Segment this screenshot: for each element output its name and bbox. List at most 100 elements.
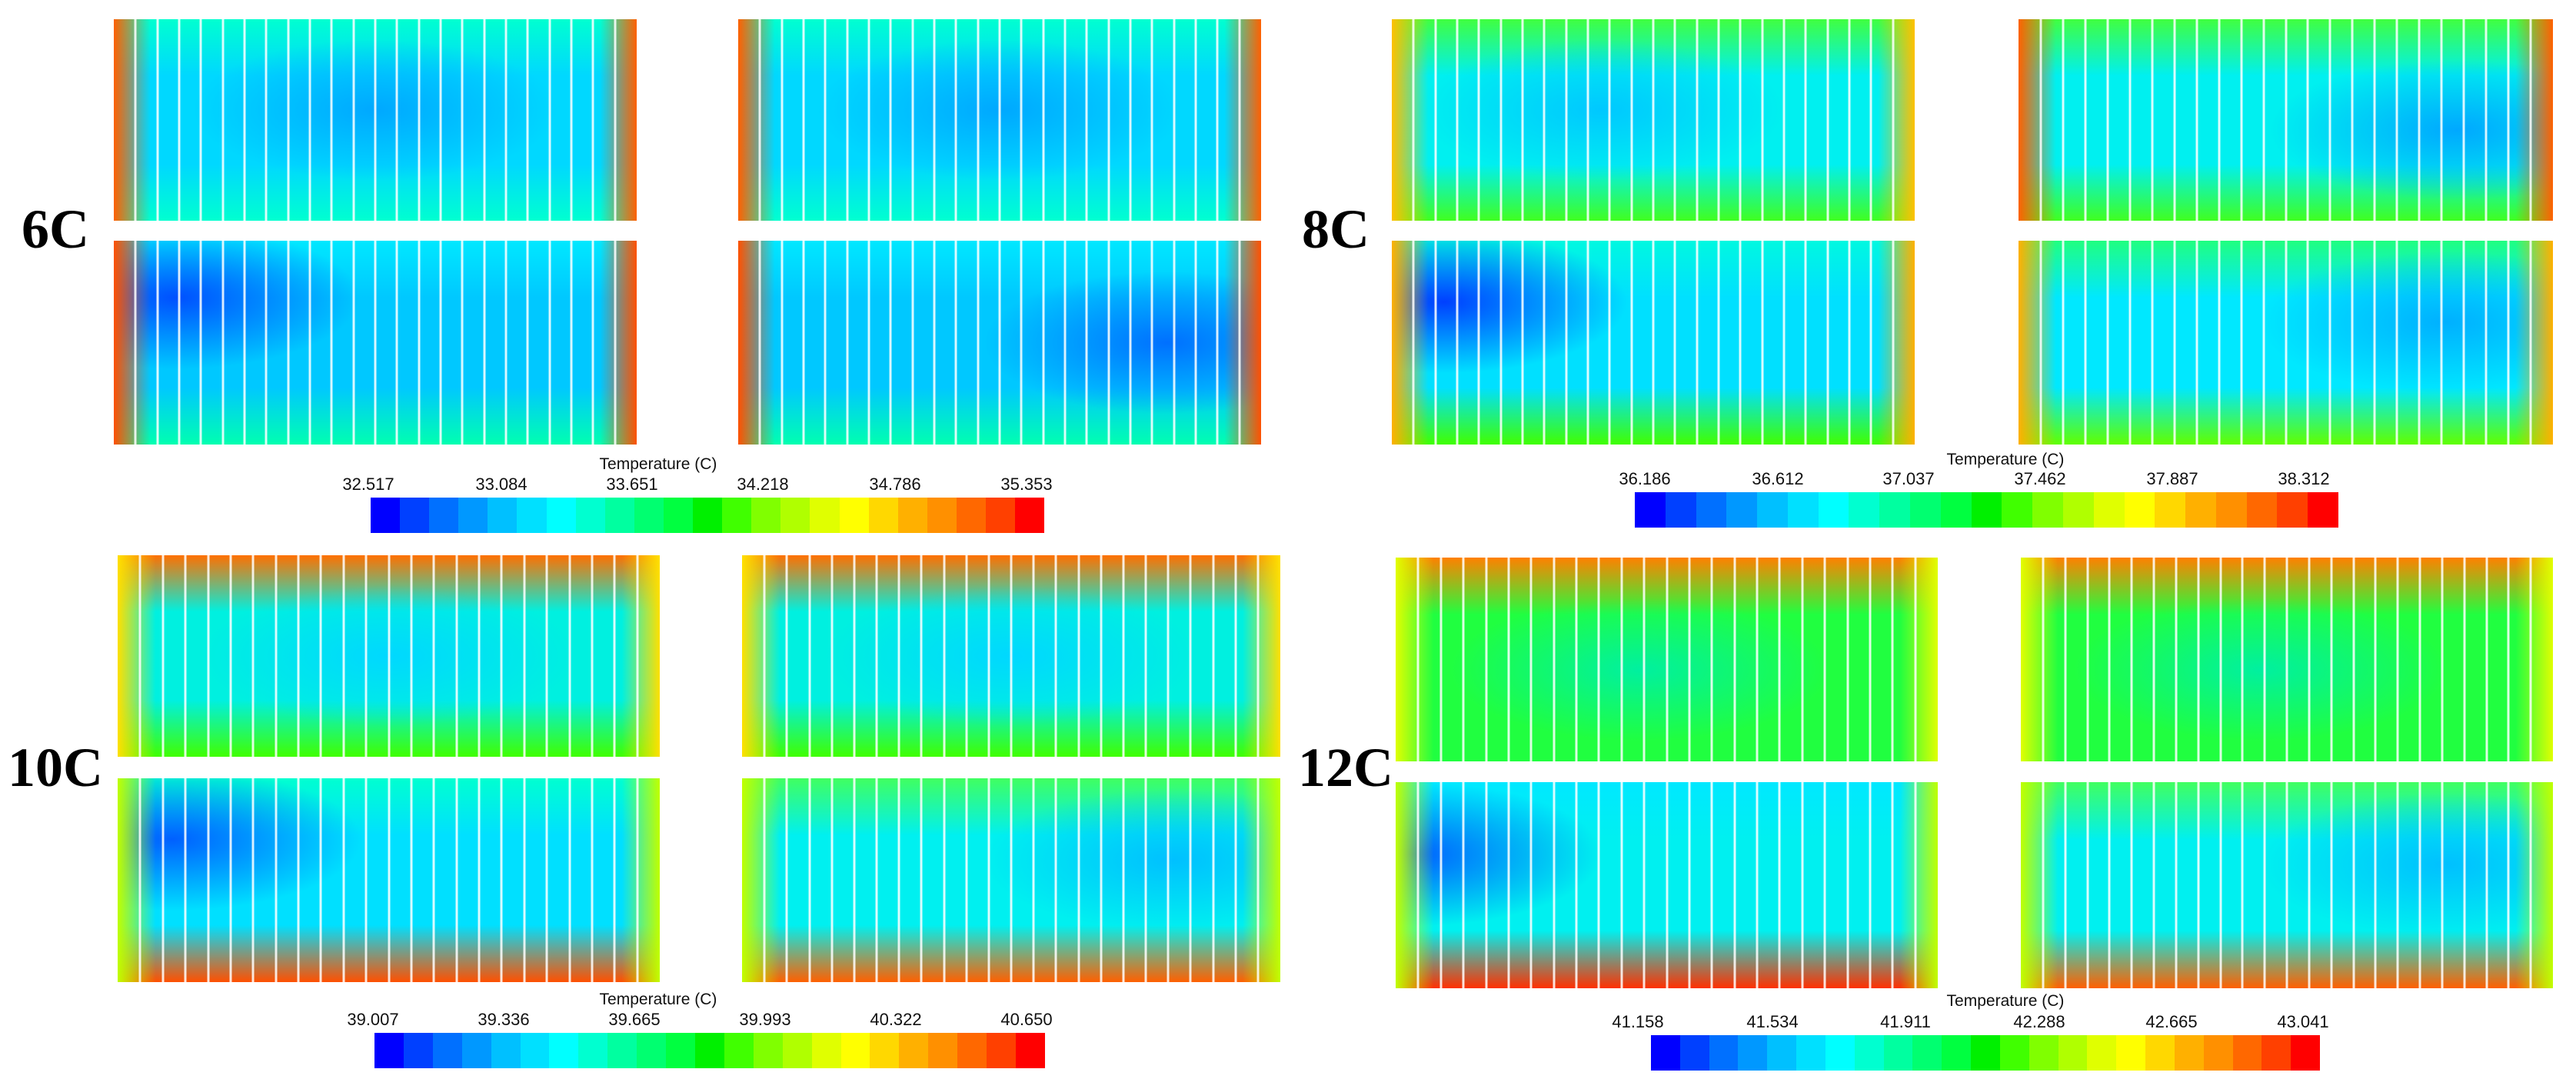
cell-separator (461, 19, 464, 221)
cell-separator (2485, 782, 2488, 988)
cell-separator (138, 555, 141, 757)
cell-separator (483, 19, 486, 221)
cell-separator (364, 778, 368, 982)
cell-separator (2396, 558, 2399, 761)
colorbar-tick: 41.534 (1746, 1012, 1799, 1031)
cell-separator (897, 555, 900, 757)
cell-separator (287, 241, 290, 445)
colorbar-segment (461, 1033, 491, 1068)
thermal-map-10c-top-left (118, 555, 660, 757)
cell-separator (943, 778, 946, 982)
cell-separator (1485, 782, 1488, 988)
cell-separator (2395, 19, 2398, 221)
cell-separator (920, 555, 923, 757)
thermal-map-10c-bottom-right (742, 778, 1280, 982)
cell-separator (526, 19, 529, 221)
colorbar-segment (811, 1033, 841, 1068)
cell-separator (2263, 558, 2266, 761)
cell-separator (1869, 558, 1872, 761)
cell-separator (207, 555, 210, 757)
cell-separator (352, 19, 355, 221)
colorbar-segment (403, 1033, 433, 1068)
thermal-contour-plot (1392, 19, 1915, 221)
colorbar-tick: 40.322 (870, 1010, 922, 1029)
cell-separator (2262, 19, 2265, 221)
cell-separator (1107, 19, 1110, 221)
cell-separator (897, 778, 900, 982)
cell-separator (134, 241, 137, 445)
cell-separator (1696, 19, 1699, 221)
cell-separator (418, 241, 421, 445)
colorbar-tick: 36.612 (1752, 469, 1804, 488)
colorbar-segment (868, 498, 898, 533)
cell-separator (161, 555, 165, 757)
cell-separator (2175, 782, 2178, 988)
cell-separator (1434, 241, 1437, 445)
cell-separator (2197, 558, 2200, 761)
cell-separator (1733, 558, 1736, 761)
cell-separator (2308, 782, 2311, 988)
cell-separator (1597, 782, 1600, 988)
colorbar-segment (1942, 1035, 1972, 1071)
cell-separator (1456, 241, 1459, 445)
cell-separator (785, 778, 788, 982)
cell-separator (1521, 19, 1524, 221)
colorbar-segment (666, 1033, 695, 1068)
cell-separator (388, 555, 391, 757)
cell-separator (1756, 558, 1759, 761)
thermal-map-12c-top-left (1396, 558, 1938, 761)
case-label-6c: 6C (22, 198, 89, 260)
cell-separator (184, 778, 187, 982)
cell-separator (545, 778, 548, 982)
cell-separator (1801, 558, 1804, 761)
colorbar-tick: 42.288 (2013, 1012, 2065, 1031)
cell-separator (221, 241, 225, 445)
colorbar-segment (2291, 1035, 2321, 1071)
colorbar-segment (2215, 492, 2247, 528)
cell-separator (591, 555, 594, 757)
cell-separator (319, 778, 322, 982)
cell-separator (1891, 558, 1894, 761)
cell-separator (889, 241, 892, 445)
cell-separator (297, 778, 300, 982)
cell-separator (287, 19, 290, 221)
cell-separator (2240, 19, 2243, 221)
colorbar-segment (870, 1033, 900, 1068)
cell-separator (1122, 778, 1125, 982)
cell-separator (178, 19, 181, 221)
cell-separator (2529, 558, 2532, 761)
cell-separator (1620, 782, 1623, 988)
cell-separator (1456, 19, 1459, 221)
cell-separator (780, 19, 784, 221)
cell-separator (1739, 19, 1742, 221)
cell-separator (1144, 778, 1147, 982)
colorbar-segment (1883, 1035, 1913, 1071)
cell-separator (1439, 782, 1443, 988)
case-label-12c: 12C (1298, 737, 1393, 798)
cell-separator (1100, 555, 1103, 757)
cell-separator (1733, 782, 1736, 988)
colorbar-tick: 35.353 (1000, 475, 1053, 494)
cell-separator (2128, 19, 2132, 221)
colorbar-segment (956, 498, 986, 533)
cell-separator (1129, 19, 1132, 221)
colorbar-segment (1910, 492, 1941, 528)
cell-separator (207, 778, 210, 982)
cell-separator (2152, 558, 2155, 761)
cell-separator (1416, 782, 1419, 988)
colorbar-segment (1879, 492, 1911, 528)
cell-separator (2352, 558, 2355, 761)
cell-separator (1150, 241, 1153, 445)
colorbar-segment (839, 498, 869, 533)
cell-separator (1597, 558, 1600, 761)
cell-separator (1054, 778, 1057, 982)
cell-separator (2306, 19, 2309, 221)
colorbar-segment (520, 1033, 550, 1068)
cell-separator (998, 241, 1001, 445)
cell-separator (1129, 241, 1132, 445)
colorbar-segment (488, 498, 518, 533)
colorbar-segment (2308, 492, 2338, 528)
thermal-contour-plot (1392, 241, 1915, 445)
colorbar-segment (2261, 1035, 2291, 1071)
cell-separator (297, 555, 300, 757)
